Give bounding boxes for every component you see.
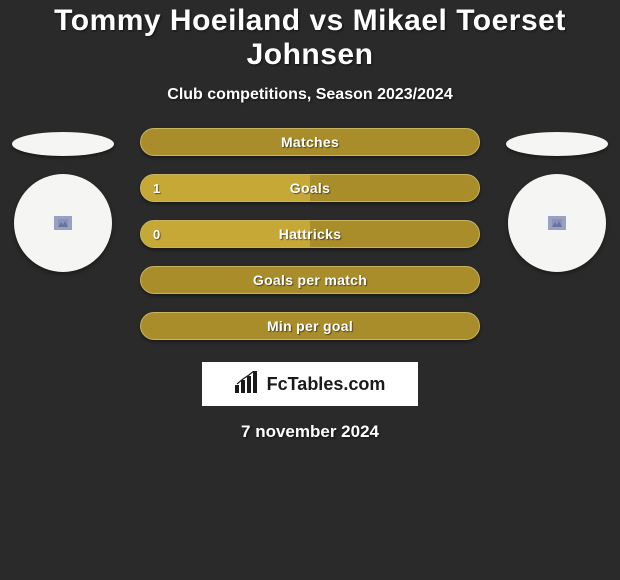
- stats-list: Matches 1 Goals 0 Hattricks Goals per ma…: [140, 128, 480, 340]
- stat-left-value: 0: [153, 227, 160, 242]
- comparison-body: Matches 1 Goals 0 Hattricks Goals per ma…: [0, 132, 620, 340]
- bar-chart-icon: [235, 371, 261, 398]
- player-placeholder-icon: [548, 216, 566, 230]
- date-label: 7 november 2024: [0, 422, 620, 442]
- player-right-column: [502, 132, 612, 272]
- stat-row-matches: Matches: [140, 128, 480, 156]
- stat-label: Matches: [281, 134, 339, 150]
- stat-label: Goals: [290, 180, 330, 196]
- stat-row-goals-per-match: Goals per match: [140, 266, 480, 294]
- player-left-avatar: [14, 174, 112, 272]
- player-left-ellipse: [12, 132, 114, 156]
- stat-label: Min per goal: [267, 318, 353, 334]
- player-right-avatar: [508, 174, 606, 272]
- stat-label: Hattricks: [279, 226, 342, 242]
- brand-badge: FcTables.com: [202, 362, 418, 406]
- stat-row-min-per-goal: Min per goal: [140, 312, 480, 340]
- stat-row-goals: 1 Goals: [140, 174, 480, 202]
- player-left-column: [8, 132, 118, 272]
- player-placeholder-icon: [54, 216, 72, 230]
- stat-label: Goals per match: [253, 272, 367, 288]
- page-title: Tommy Hoeiland vs Mikael Toerset Johnsen: [0, 4, 620, 72]
- comparison-card: Tommy Hoeiland vs Mikael Toerset Johnsen…: [0, 0, 620, 442]
- player-right-ellipse: [506, 132, 608, 156]
- brand-text: FcTables.com: [267, 374, 386, 395]
- page-subtitle: Club competitions, Season 2023/2024: [0, 86, 620, 104]
- stat-left-value: 1: [153, 181, 160, 196]
- stat-row-hattricks: 0 Hattricks: [140, 220, 480, 248]
